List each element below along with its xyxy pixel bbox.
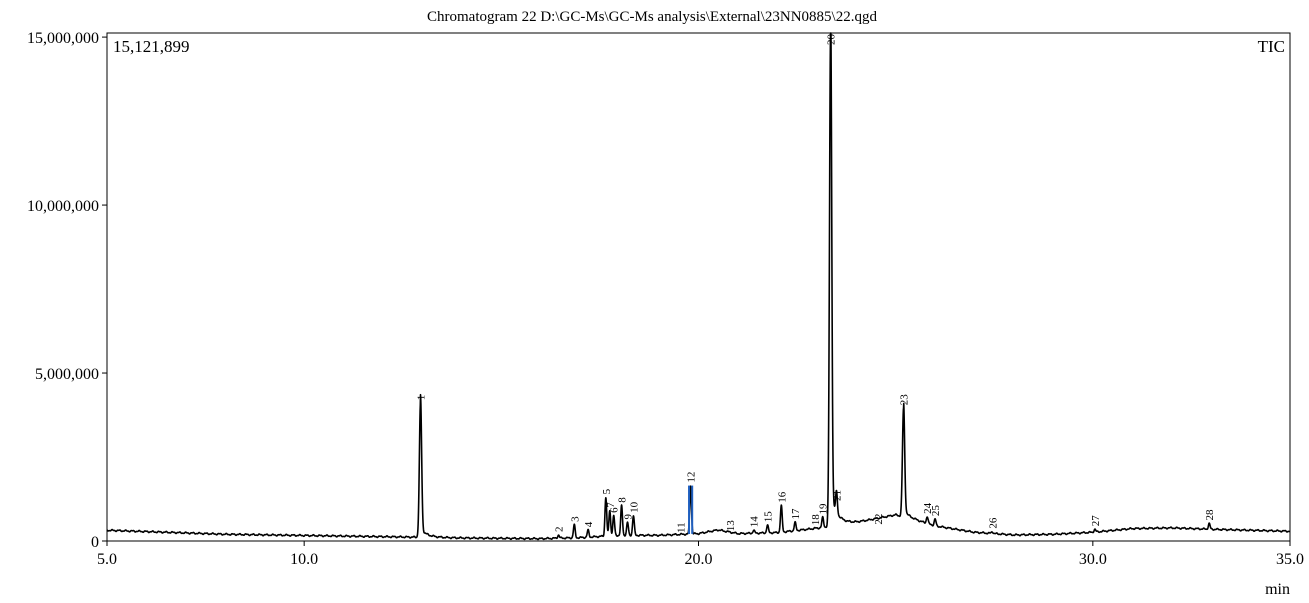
peak-label: 12	[686, 472, 698, 483]
peak-label: 14	[749, 516, 761, 528]
peak-label: 26	[987, 517, 999, 529]
peak-label: 15	[763, 511, 775, 523]
peak-label: 27	[1090, 515, 1102, 527]
peak-label: 22	[873, 514, 885, 525]
peak-label: 28	[1204, 509, 1216, 521]
x-tick-label: 5.0	[97, 551, 117, 568]
peak-label: 4	[583, 521, 595, 527]
x-tick-label: 20.0	[685, 551, 713, 568]
peak-label: 18	[810, 514, 822, 526]
max-intensity-label: 15,121,899	[113, 37, 190, 56]
peak-label: 1	[415, 395, 427, 401]
trace-layer	[106, 32, 1291, 541]
peak-label: 6	[609, 507, 621, 513]
peak-label: 19	[818, 503, 830, 515]
peak-label: 25	[930, 505, 942, 517]
x-tick-label: 30.0	[1079, 551, 1107, 568]
peak-label: 7	[605, 502, 617, 508]
x-axis-unit-label: min	[1265, 581, 1290, 598]
peak-label: 21	[832, 490, 844, 501]
trace-label: TIC	[1258, 37, 1285, 56]
peak-label: 2	[554, 526, 566, 532]
peak-label: 23	[899, 394, 911, 406]
y-tick-label: 5,000,000	[35, 366, 99, 383]
peak-label: 20	[826, 34, 838, 46]
peak-label: 17	[790, 508, 802, 520]
peak-label: 5	[601, 488, 613, 494]
plot-frame	[106, 32, 1291, 542]
peak-label: 3	[569, 516, 581, 522]
tic-trace-line	[106, 32, 1291, 541]
peak-label: 16	[776, 491, 788, 503]
y-tick-label: 10,000,000	[27, 198, 99, 215]
y-tick-label: 15,000,000	[27, 30, 99, 47]
y-tick-label: 0	[91, 534, 99, 551]
x-tick-label: 35.0	[1276, 551, 1304, 568]
x-tick-label: 10.0	[290, 551, 318, 568]
peak-label: 10	[628, 501, 640, 513]
peak-label: 9	[623, 514, 635, 520]
axes-layer: 0 5,000,000 10,000,000 15,000,000 5.0 10.0 20.…	[27, 30, 1304, 568]
peak-label: 11	[676, 522, 688, 533]
peak-label: 13	[725, 520, 737, 532]
chart-title: Chromatogram 22 D:\GC-Ms\GC-Ms analysis\…	[427, 9, 877, 25]
peak-label: 24	[922, 502, 934, 514]
peak-label: 8	[617, 497, 629, 503]
